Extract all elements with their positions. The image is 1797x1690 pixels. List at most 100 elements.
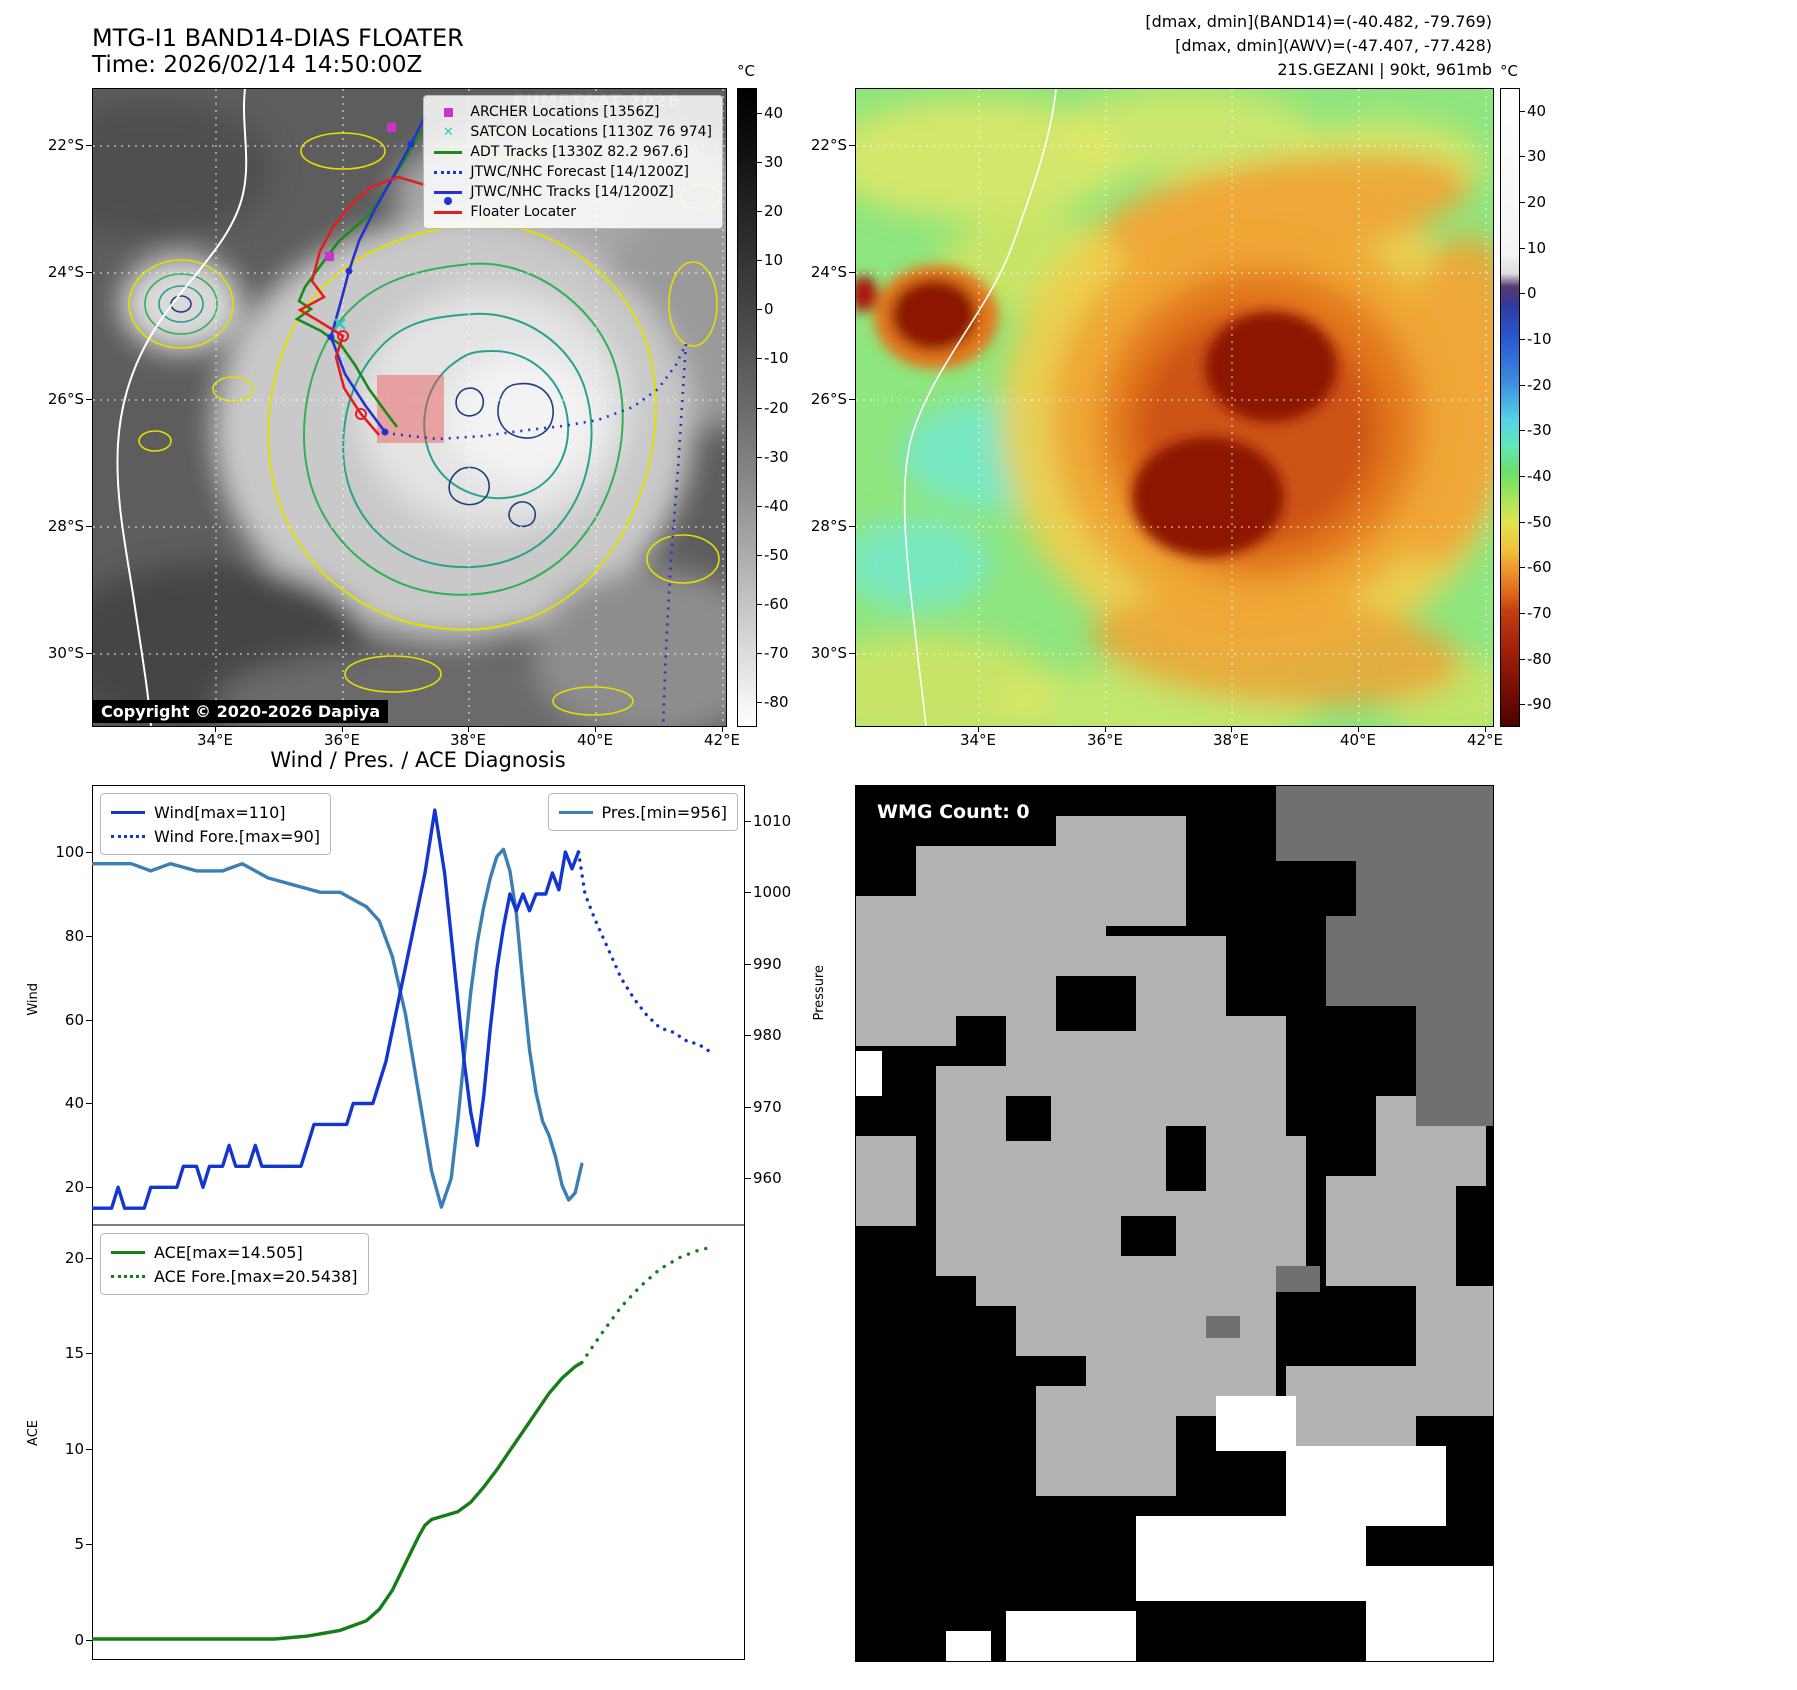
tick-mark (757, 260, 762, 262)
tick-mark (86, 526, 92, 527)
wind-ytick: 20 (64, 1178, 84, 1197)
awv-cbar-tick: -20 (1527, 375, 1552, 394)
awv-cbar-tick: -70 (1527, 603, 1552, 622)
awv-cbar-tick: 10 (1527, 238, 1547, 257)
tick-mark (745, 1178, 751, 1180)
awv-cbar-tick: -80 (1527, 649, 1552, 668)
tick-mark (757, 358, 762, 360)
wind-legend: Wind[max=110] Wind Fore.[max=90] (100, 793, 331, 855)
legend-item: Pres.[min=956] (558, 800, 727, 824)
legend-label: Pres.[min=956] (601, 802, 727, 822)
band14-cbar-tick: 20 (764, 201, 784, 220)
tick-mark (978, 727, 979, 732)
tick-mark (86, 399, 92, 400)
ace-ytick: 10 (64, 1439, 84, 1458)
colorbar1-unit: °C (737, 62, 755, 80)
tick-mark (342, 727, 343, 732)
tick-mark (745, 892, 751, 894)
ace-forecast-series (580, 1245, 715, 1365)
awv-ytick: 30°S (810, 644, 847, 662)
awv-cbar-tick: -30 (1527, 421, 1552, 440)
tick-mark (86, 653, 92, 654)
solid-marker-icon (111, 810, 145, 814)
wind-forecast-series (576, 850, 715, 1055)
jtwc-track-points (327, 140, 415, 436)
tick-mark (722, 727, 723, 732)
wmg-darkgray-regions (1206, 786, 1493, 1338)
tick-mark (757, 456, 762, 458)
legend-label: ADT Tracks [1330Z 82.2 967.6] (470, 144, 689, 160)
band14-cbar-tick: -50 (764, 545, 789, 564)
tick-mark (1520, 156, 1525, 158)
band14-cbar-tick: -80 (764, 693, 789, 712)
legend-label: JTWC/NHC Forecast [14/1200Z] (470, 164, 689, 180)
band14-xtick: 38°E (449, 731, 487, 749)
band14-time: Time: 2026/02/14 14:50:00Z (92, 52, 423, 78)
legend-item: ARCHER Locations [1356Z] (434, 102, 712, 122)
legend-item: Wind Fore.[max=90] (111, 824, 320, 848)
tick-mark (757, 161, 762, 163)
tick-mark (745, 963, 751, 965)
pressure-ytick: 990 (753, 954, 782, 973)
tick-mark (1520, 658, 1525, 660)
pressure-ytick: 970 (753, 1097, 782, 1116)
legend-item: JTWC/NHC Forecast [14/1200Z] (434, 162, 712, 182)
tick-mark (215, 727, 216, 732)
band14-ytick: 26°S (47, 390, 84, 408)
wind-series (92, 808, 581, 1210)
pressure-ytick: 980 (753, 1026, 782, 1045)
tick-mark (757, 112, 762, 114)
awv-cbar-tick: -50 (1527, 512, 1552, 531)
coastline (903, 89, 1057, 726)
tick-mark (757, 604, 762, 606)
legend-label: SATCON Locations [1130Z 76 974] (470, 124, 712, 140)
tick-mark (1485, 727, 1486, 732)
wmg-count-label: WMG Count: 0 (868, 798, 1039, 826)
secondary-system-contours (144, 273, 218, 335)
tick-mark (86, 1187, 92, 1189)
band14-cbar-tick: 30 (764, 152, 784, 171)
wind-ytick: 60 (64, 1010, 84, 1029)
line-marker-icon (434, 150, 463, 154)
line-dot-marker-icon (434, 190, 463, 205)
square-marker-icon (434, 107, 462, 117)
legend-item: ACE Fore.[max=20.5438] (111, 1264, 358, 1288)
legend-label: Floater Locater (470, 204, 577, 220)
archer-markers (325, 123, 396, 261)
dmax-band14: [dmax, dmin](BAND14)=(-40.482, -79.769) (1145, 12, 1492, 31)
awv-map-panel (855, 88, 1494, 727)
awv-colorbar (1500, 88, 1520, 727)
pressure-series (92, 847, 584, 1209)
band14-cbar-tick: -20 (764, 398, 789, 417)
awv-cbar-tick: 30 (1527, 147, 1547, 166)
band14-cbar-tick: 0 (764, 300, 774, 319)
tick-mark (1520, 704, 1525, 706)
floater-track (297, 175, 426, 436)
tick-mark (86, 272, 92, 273)
tick-mark (1520, 612, 1525, 614)
band14-xtick: 34°E (196, 731, 234, 749)
band14-cbar-tick: -30 (764, 447, 789, 466)
tick-mark (745, 1106, 751, 1108)
band14-ytick: 22°S (47, 136, 84, 154)
dotted-marker-icon (434, 170, 463, 174)
solid-marker-icon (111, 1250, 145, 1254)
colorbar2-unit: °C (1500, 62, 1518, 80)
tick-mark (757, 702, 762, 704)
tick-mark (757, 210, 762, 212)
tick-mark (1520, 247, 1525, 249)
wmg-black-holes (956, 976, 1206, 1356)
awv-ytick: 24°S (810, 263, 847, 281)
tick-mark (1520, 521, 1525, 523)
band14-cbar-tick: -60 (764, 595, 789, 614)
diagnosis-title: Wind / Pres. / ACE Diagnosis (270, 748, 566, 772)
tick-mark (86, 935, 92, 937)
tick-mark (849, 145, 855, 146)
tick-mark (1520, 293, 1525, 295)
awv-cbar-tick: -10 (1527, 330, 1552, 349)
wmg-panel: WMG Count: 0 (855, 785, 1494, 1662)
pressure-legend: Pres.[min=956] (547, 793, 738, 831)
tick-mark (1520, 202, 1525, 204)
ace-ytick: 5 (74, 1535, 84, 1554)
